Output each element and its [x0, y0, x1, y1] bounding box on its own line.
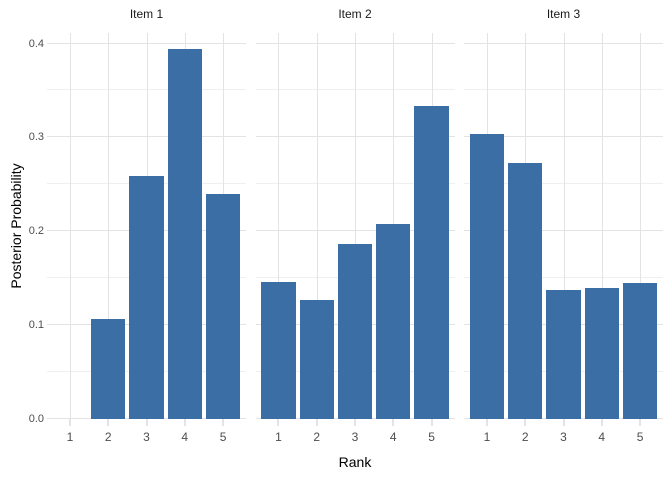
gridline-vertical [355, 33, 356, 419]
bar-rank-5 [622, 282, 658, 419]
x-axis-tick [222, 419, 224, 426]
y-tick-label: 0.1 [28, 319, 44, 332]
x-tick-label: 4 [389, 430, 397, 444]
x-tick-label: 3 [351, 430, 359, 444]
x-tick-label: 3 [143, 430, 150, 444]
gridline-vertical [601, 33, 603, 419]
facet-3: Item 3 1 2 3 4 5 [464, 7, 663, 444]
x-tick-label: 2 [521, 430, 529, 444]
x-axis-title: Rank [338, 454, 372, 470]
bar-rank-4 [376, 223, 411, 419]
x-tick-label: 2 [313, 430, 321, 444]
gridline-vertical [563, 33, 565, 419]
x-tick-label: 2 [104, 430, 112, 444]
x-axis-tick [184, 419, 186, 426]
x-tick-label: 5 [219, 430, 227, 444]
x-tick-label: 4 [598, 430, 606, 444]
x-tick-label: 1 [483, 430, 491, 444]
x-axis-tick [69, 419, 71, 426]
bar-rank-5 [414, 106, 449, 419]
bar-rank-1 [469, 133, 505, 419]
bar-rank-2 [508, 162, 543, 419]
facet-1: Item 1 1 2 3 4 5 [47, 7, 246, 444]
x-axis-tick [354, 419, 356, 426]
x-tick-label: 3 [560, 430, 567, 444]
bar-rank-4 [167, 49, 202, 419]
x-tick-label: 5 [428, 430, 435, 444]
facet-panel: 1 2 3 4 5 [47, 33, 246, 444]
bar-rank-3 [337, 244, 373, 419]
gridline-vertical [108, 33, 110, 419]
gridline-vertical [640, 33, 642, 419]
x-axis-tick [563, 419, 564, 426]
bar-rank-3 [546, 290, 581, 419]
bar-rank-4 [584, 287, 619, 419]
facet-panel: 1 2 3 4 5 [464, 33, 663, 444]
x-axis-tick [146, 419, 147, 426]
gridline-vertical [69, 33, 71, 419]
bar-rank-5 [205, 193, 241, 419]
x-tick-label: 1 [66, 430, 74, 444]
facet-panel: 1 2 3 4 5 [255, 33, 455, 444]
y-tick-label: 0.0 [28, 413, 44, 425]
x-tick-label: 5 [636, 430, 644, 444]
facet-title: Item 2 [338, 7, 372, 21]
facet-title: Item 1 [129, 7, 164, 21]
x-tick-label: 4 [181, 430, 189, 444]
gridline-vertical [316, 33, 318, 419]
facet-title: Item 3 [546, 7, 581, 21]
x-tick-label: 1 [275, 430, 282, 444]
bar-rank-2 [91, 318, 126, 419]
gridline-vertical [278, 33, 280, 419]
x-axis-tick [392, 419, 394, 426]
bar-rank-1 [261, 281, 296, 419]
x-axis-tick [486, 419, 488, 426]
y-tick-label: 0.4 [28, 37, 44, 50]
facet-2: Item 2 1 2 3 4 5 [255, 7, 455, 444]
y-tick-label: 0.2 [28, 225, 44, 238]
x-axis-tick [316, 419, 318, 426]
x-axis-tick [107, 419, 109, 426]
x-axis-tick [524, 419, 526, 426]
x-axis-tick [431, 419, 433, 426]
y-tick-label: 0.3 [28, 131, 44, 144]
x-axis-tick [639, 419, 641, 426]
x-axis-tick [277, 419, 279, 426]
bar-rank-2 [299, 299, 334, 419]
bar-rank-3 [129, 175, 164, 419]
x-axis-tick [601, 419, 603, 426]
